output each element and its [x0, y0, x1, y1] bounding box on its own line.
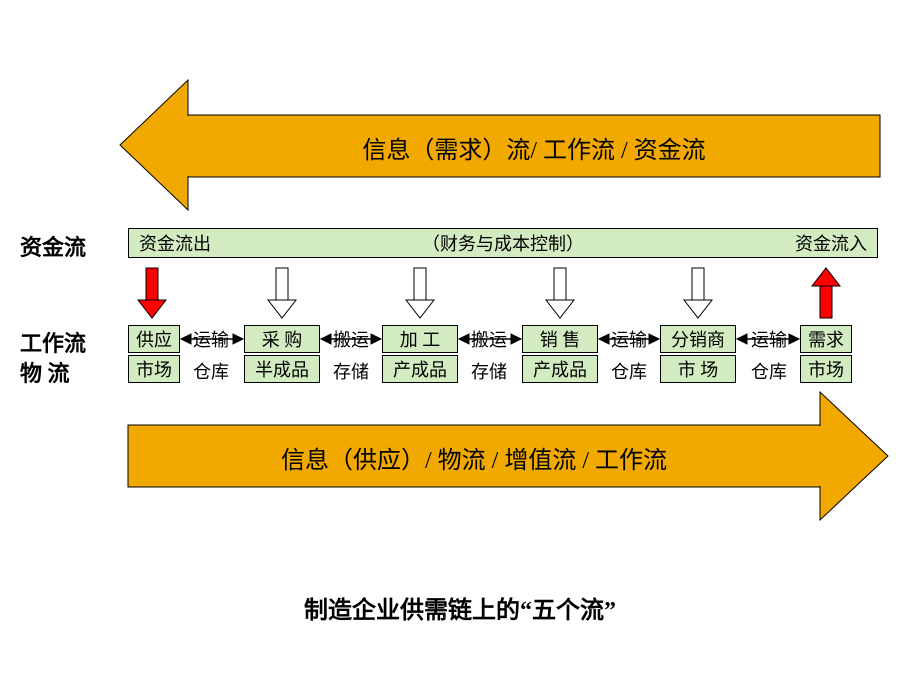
- stage-2-top: 加 工: [382, 325, 458, 353]
- gap-0-bot: 仓库: [189, 358, 233, 384]
- stage-4-top: 分销商: [660, 325, 736, 353]
- money-mid: （财务与成本控制）: [211, 230, 795, 256]
- stage-5-top: 需求: [800, 325, 852, 353]
- down-arrow-4: [684, 268, 712, 318]
- stage-4-bot: 市 场: [660, 355, 736, 383]
- down-arrow-3: [546, 268, 574, 318]
- gap-4-bot: 仓库: [747, 358, 791, 384]
- label-logistics: 物 流: [20, 356, 70, 388]
- gap-3-top: 运输: [607, 326, 651, 352]
- money-bar: 资金流出 （财务与成本控制） 资金流入: [128, 228, 878, 258]
- diagram-stage: { "colors": { "arrow_fill": "#f1a900", "…: [0, 0, 920, 690]
- down-arrow-2: [406, 268, 434, 318]
- gap-4-top: 运输: [747, 326, 791, 352]
- gap-0-top: 运输: [189, 326, 233, 352]
- stage-0-bot: 市场: [128, 355, 180, 383]
- label-work: 工作流: [20, 326, 86, 358]
- stage-1-bot: 半成品: [244, 355, 320, 383]
- stage-2-bot: 产成品: [382, 355, 458, 383]
- bottom-arrow-head: [820, 392, 888, 520]
- stage-1-top: 采 购: [244, 325, 320, 353]
- gap-2-bot: 存储: [467, 358, 511, 384]
- bottom-arrow-text: 信息（供应）/ 物流 / 增值流 / 工作流: [128, 440, 820, 475]
- gap-3-bot: 仓库: [607, 358, 651, 384]
- top-arrow-text: 信息（需求）流/ 工作流 / 资金流: [188, 130, 880, 165]
- money-right: 资金流入: [795, 230, 877, 256]
- gap-1-top: 搬运: [329, 326, 373, 352]
- caption: 制造企业供需链上的“五个流”: [0, 590, 920, 625]
- gap-1-bot: 存储: [329, 358, 373, 384]
- gap-2-top: 搬运: [467, 326, 511, 352]
- stage-3-bot: 产成品: [522, 355, 598, 383]
- down-arrow-1: [268, 268, 296, 318]
- up-arrow-5: [812, 268, 840, 318]
- down-arrow-0: [138, 268, 166, 318]
- stage-5-bot: 市场: [800, 355, 852, 383]
- top-arrow-head: [120, 80, 188, 210]
- label-money: 资金流: [20, 230, 86, 262]
- stage-3-top: 销 售: [522, 325, 598, 353]
- stage-0-top: 供应: [128, 325, 180, 353]
- money-left: 资金流出: [129, 230, 211, 256]
